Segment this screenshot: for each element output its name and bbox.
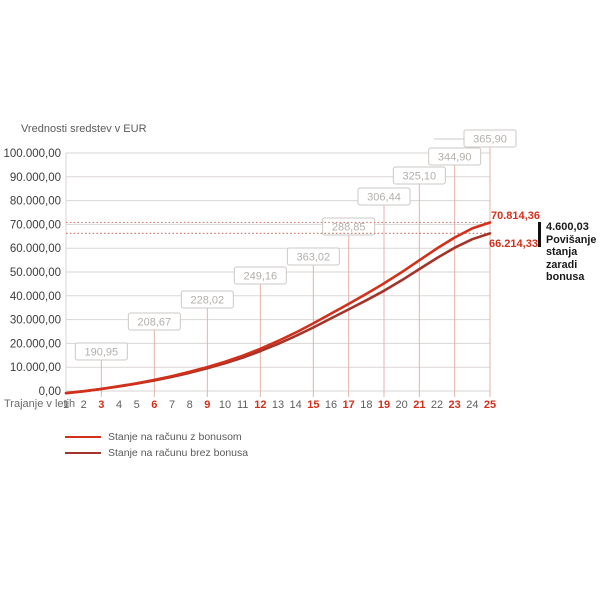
x-tick-label: 23 — [449, 399, 461, 411]
x-tick-label: 9 — [204, 399, 210, 411]
y-tick-label: 0,00 — [39, 386, 61, 398]
x-tick-label: 7 — [169, 399, 175, 411]
x-tick-label: 6 — [151, 399, 157, 411]
legend-item-with-bonus: Stanje na računu z bonusom — [65, 429, 248, 445]
x-tick-label: 5 — [134, 399, 140, 411]
y-tick-label: 90.000,00 — [10, 172, 61, 184]
x-tick-label: 14 — [290, 399, 302, 411]
y-tick-label: 30.000,00 — [10, 315, 61, 327]
bonus-gain-bracket — [538, 222, 541, 247]
x-tick-label: 20 — [396, 399, 408, 411]
callout-value: 208,67 — [138, 317, 172, 329]
x-tick-label: 1 — [63, 399, 69, 411]
x-tick-label: 12 — [254, 399, 266, 411]
callout-value: 306,44 — [367, 192, 401, 204]
callout-box — [286, 247, 340, 266]
callout-box — [74, 342, 128, 361]
end-value-without-bonus: 66.214,33 — [489, 238, 538, 250]
legend-swatch-with-bonus — [65, 435, 101, 439]
y-tick-label: 100.000,00 — [3, 148, 61, 160]
x-tick-label: 13 — [272, 399, 284, 411]
x-tick-label: 4 — [116, 399, 122, 411]
end-value-with-bonus: 70.814,36 — [491, 210, 540, 222]
y-tick-label: 50.000,00 — [10, 267, 61, 279]
x-tick-label: 17 — [343, 399, 355, 411]
callout-box — [127, 312, 181, 331]
x-tick-label: 22 — [431, 399, 443, 411]
y-tick-label: 20.000,00 — [10, 338, 61, 350]
y-tick-label: 40.000,00 — [10, 291, 61, 303]
legend-swatch-without-bonus — [65, 451, 101, 455]
legend: Stanje na računu z bonusom Stanje na rač… — [65, 429, 248, 461]
x-tick-label: 3 — [98, 399, 104, 411]
callout-value: 190,95 — [85, 347, 119, 359]
callout-box — [357, 187, 411, 206]
legend-label-without-bonus: Stanje na računu brez bonusa — [108, 447, 249, 459]
callout-value: 344,90 — [438, 152, 472, 164]
bonus-gain-label: Povišanje stanja zaradi bonusa — [546, 234, 597, 283]
x-tick-label: 25 — [484, 399, 496, 411]
x-axis-title: Trajanje v letih — [4, 398, 76, 410]
x-tick-label: 2 — [81, 399, 87, 411]
x-tick-label: 11 — [237, 399, 248, 411]
y-tick-label: 80.000,00 — [10, 196, 61, 208]
callout-box — [428, 147, 482, 166]
x-tick-label: 16 — [325, 399, 337, 411]
x-tick-label: 19 — [378, 399, 390, 411]
y-tick-label: 60.000,00 — [10, 243, 61, 255]
callout-box — [233, 266, 287, 285]
callout-value: 228,02 — [191, 295, 225, 307]
x-tick-label: 18 — [360, 399, 372, 411]
y-tick-label: 10.000,00 — [10, 362, 61, 374]
callout-box — [392, 166, 446, 185]
x-tick-label: 21 — [413, 399, 425, 411]
bonus-gain-amount: 4.600,03 — [546, 221, 589, 233]
callout-value: 249,16 — [244, 271, 278, 283]
callout-value: 288,85 — [332, 222, 366, 234]
x-tick-label: 15 — [307, 399, 319, 411]
y-axis-title: Vrednosti sredstev v EUR — [21, 123, 147, 135]
legend-item-without-bonus: Stanje na računu brez bonusa — [65, 445, 248, 461]
callout-box — [322, 217, 376, 236]
y-tick-label: 70.000,00 — [10, 219, 61, 231]
callout-box — [463, 129, 517, 148]
series-curve — [64, 221, 492, 395]
x-tick-label: 8 — [187, 399, 193, 411]
legend-label-with-bonus: Stanje na računu z bonusom — [108, 431, 242, 443]
callout-value: 365,90 — [473, 134, 507, 146]
x-tick-label: 24 — [466, 399, 478, 411]
callout-value: 325,10 — [403, 171, 437, 183]
callout-box — [180, 290, 234, 309]
callout-value: 363,02 — [297, 252, 331, 264]
x-tick-label: 10 — [219, 399, 231, 411]
